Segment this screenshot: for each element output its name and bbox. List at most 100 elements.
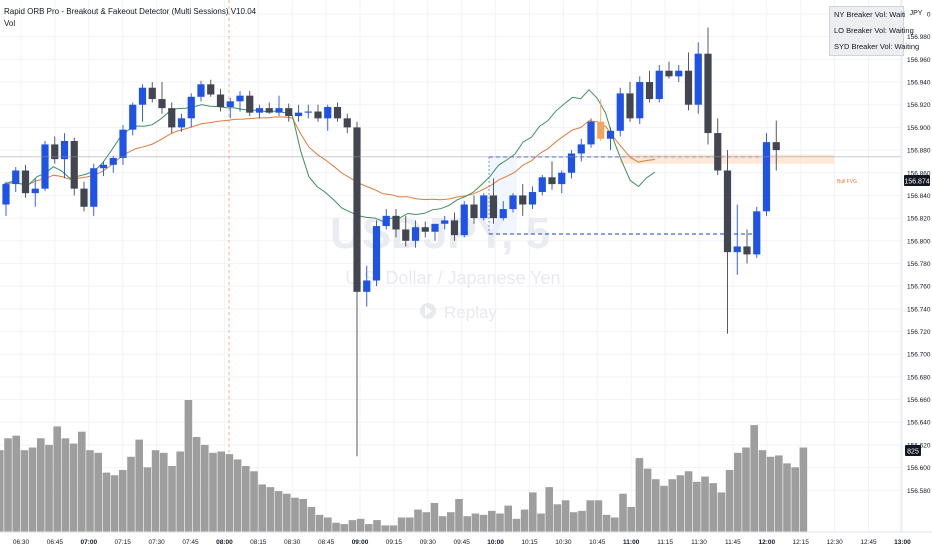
volume-bar — [45, 444, 53, 532]
ema-fast-line — [3, 88, 656, 222]
volume-bar — [102, 472, 111, 532]
price-tick-label: 156.780 — [907, 261, 931, 268]
volume-bar — [512, 518, 521, 532]
time-tick-label: 07:45 — [182, 539, 199, 546]
candle-body — [714, 133, 722, 171]
candle-body — [12, 170, 20, 185]
volume-bar — [725, 469, 734, 532]
candle-body — [489, 195, 498, 219]
currency-button[interactable]: JPY — [905, 6, 927, 21]
candle — [645, 70, 654, 103]
candles[interactable] — [2, 27, 780, 457]
time-tick-label: 11:45 — [725, 539, 741, 546]
candle-body — [197, 84, 205, 97]
volume-bar — [283, 493, 291, 532]
price-tick-label: 156.740 — [907, 306, 931, 313]
time-tick-label: 10:00 — [487, 539, 504, 546]
candle — [119, 125, 127, 165]
time-tick-label: 07:30 — [148, 539, 165, 546]
candle — [99, 161, 108, 177]
candle — [372, 220, 381, 287]
volume-bar — [734, 452, 742, 532]
volume-bar — [20, 450, 29, 532]
candle-body — [2, 184, 10, 205]
candle — [324, 104, 332, 131]
price-tick-label: 156.720 — [907, 329, 931, 336]
volume-bar — [676, 475, 685, 532]
candle-body — [314, 111, 322, 119]
candle — [265, 102, 273, 114]
candle-body — [226, 101, 234, 107]
candle-body — [70, 141, 78, 189]
candle — [21, 164, 30, 198]
candle — [489, 178, 498, 224]
volume-bar — [783, 463, 791, 532]
ema-slow-line — [3, 116, 656, 201]
candle — [597, 99, 605, 142]
volume-bar — [168, 466, 176, 532]
volume-bar — [381, 525, 389, 532]
volume-bar — [201, 444, 209, 532]
volume-bar — [438, 516, 447, 532]
candle-body — [216, 94, 225, 107]
volume-bar — [242, 466, 250, 532]
volume-bar — [397, 517, 406, 532]
price-tick-label: 156.800 — [907, 238, 931, 245]
candle-body — [733, 246, 741, 253]
symbol-watermark: USDJPY, 5 U.S. Dollar / Japanese Yen Rep… — [330, 209, 561, 322]
volume-bar — [184, 400, 193, 532]
candle — [421, 221, 429, 238]
candle-body — [597, 121, 605, 139]
candle-body — [129, 104, 137, 130]
candle — [226, 97, 234, 119]
chart-legend: Rapid ORB Pro - Breakout & Fakeout Detec… — [4, 6, 256, 30]
candle — [441, 215, 449, 230]
time-tick-label: 08:30 — [284, 539, 301, 546]
candle — [353, 121, 361, 457]
candle-body — [655, 70, 663, 100]
price-tick-label: 156.580 — [907, 488, 931, 495]
volume-bar — [766, 456, 775, 532]
candle — [538, 175, 546, 196]
candle-body — [723, 170, 732, 253]
volume-bar — [537, 513, 545, 532]
candle — [470, 195, 478, 224]
time-tick-label: 09:45 — [454, 539, 471, 546]
candle-body — [694, 53, 702, 105]
candle — [753, 206, 761, 258]
candle-body — [636, 82, 644, 119]
time-tick-label: 09:00 — [352, 539, 369, 546]
price-tick-label: 156.940 — [907, 80, 931, 87]
price-tick-label: 156.700 — [907, 352, 931, 359]
current-price-tag: 156.874 — [904, 175, 930, 186]
volume-tag: 825 — [905, 445, 921, 456]
time-tick-label: 06:30 — [13, 539, 30, 546]
indicator-title[interactable]: Rapid ORB Pro - Breakout & Fakeout Detec… — [4, 7, 257, 16]
volume-bar — [192, 436, 201, 532]
candle-body — [762, 142, 771, 212]
volume-tag-text: 825 — [907, 449, 919, 456]
volume-bar — [750, 425, 758, 532]
volume-bar — [389, 525, 398, 532]
volume-bar — [561, 500, 570, 532]
candle — [675, 65, 683, 83]
candle-body — [119, 129, 127, 159]
volume-bar — [660, 485, 668, 532]
candle — [138, 84, 147, 122]
candle-body — [99, 164, 108, 169]
volume-bar — [455, 499, 463, 532]
time-tick-label: 08:00 — [216, 539, 233, 546]
candle — [60, 133, 69, 179]
volume-bar — [4, 438, 12, 532]
volume-bar — [225, 454, 234, 532]
volume-bar — [406, 517, 414, 532]
time-axis[interactable]: 06:30 06:45 07:00 07:15 07:30 07:45 08:00 08:15… — [0, 531, 932, 546]
candle — [382, 209, 390, 230]
volume-bar — [504, 505, 512, 532]
candle-body — [382, 215, 390, 227]
candle — [499, 201, 507, 221]
volume-indicator-label[interactable]: Vol — [4, 19, 16, 28]
candle-body — [187, 96, 195, 119]
candle-body — [753, 211, 761, 255]
